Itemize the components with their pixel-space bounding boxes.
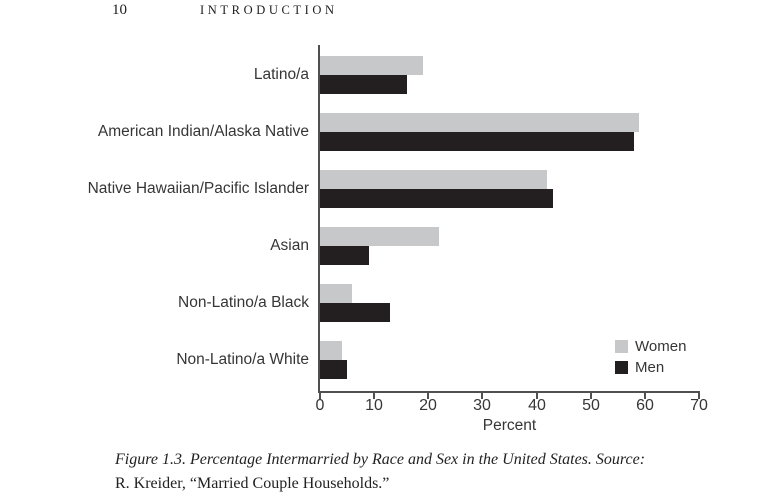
x-axis-tick-label: 40: [528, 397, 546, 414]
bar-men: [320, 132, 634, 151]
x-axis-tick: [319, 391, 321, 399]
x-axis-tick: [427, 391, 429, 399]
legend-label-women: Women: [635, 338, 687, 355]
x-axis-tick: [698, 391, 700, 399]
legend-swatch-women-icon: [615, 340, 628, 353]
category-label: Asian: [270, 237, 309, 254]
x-axis-tick-label: 20: [419, 397, 437, 414]
bar-men: [320, 75, 407, 94]
category-label: Non-Latino/a White: [176, 351, 309, 368]
x-axis-tick-label: 0: [315, 397, 325, 414]
category-label: Non-Latino/a Black: [178, 294, 309, 311]
figure-caption: Figure 1.3. Percentage Intermarried by R…: [115, 448, 671, 496]
legend-label-men: Men: [635, 359, 665, 376]
x-axis-tick-label: 50: [582, 397, 600, 414]
x-axis-tick-label: 60: [636, 397, 654, 414]
x-axis-tick: [373, 391, 375, 399]
plot-area: Percent 0 10 20 30 40 50 60 70: [316, 45, 708, 434]
x-axis-tick-label: 70: [690, 397, 708, 414]
bar-women: [320, 113, 639, 132]
x-axis-tick-label: 10: [365, 397, 383, 414]
legend-swatch-men-icon: [615, 361, 628, 374]
page-number: 10: [112, 2, 127, 18]
bar-men: [320, 246, 369, 265]
category-label: American Indian/Alaska Native: [97, 123, 309, 140]
category-label: Native Hawaiian/Pacific Islander: [87, 180, 309, 197]
legend: Women Men: [615, 338, 687, 381]
legend-item-men: Men: [615, 359, 686, 376]
caption-line2: R. Kreider, “Married Couple Households.”: [115, 475, 390, 492]
bar-women: [320, 227, 439, 246]
bar-men: [320, 189, 553, 208]
bar-women: [320, 341, 342, 360]
x-axis-label: Percent: [482, 417, 537, 434]
bar-men: [320, 360, 347, 379]
x-axis-tick: [481, 391, 483, 399]
bar-men: [320, 303, 390, 322]
bar-women: [320, 170, 547, 189]
category-labels: Latino/a American Indian/Alaska Native Nat…: [0, 0, 313, 500]
category-label: Latino/a: [253, 66, 309, 83]
bar-women: [320, 56, 423, 75]
running-head: 10 INTRODUCTION: [0, 2, 770, 20]
x-axis-tick-label: 30: [473, 397, 491, 414]
legend-item-women: Women: [615, 338, 687, 355]
running-head-title: INTRODUCTION: [200, 3, 338, 17]
bar-women: [320, 284, 352, 303]
x-axis-tick: [536, 391, 538, 399]
x-axis-tick: [644, 391, 646, 399]
x-axis-tick: [590, 391, 592, 399]
caption-line1: Figure 1.3. Percentage Intermarried by R…: [115, 451, 646, 468]
